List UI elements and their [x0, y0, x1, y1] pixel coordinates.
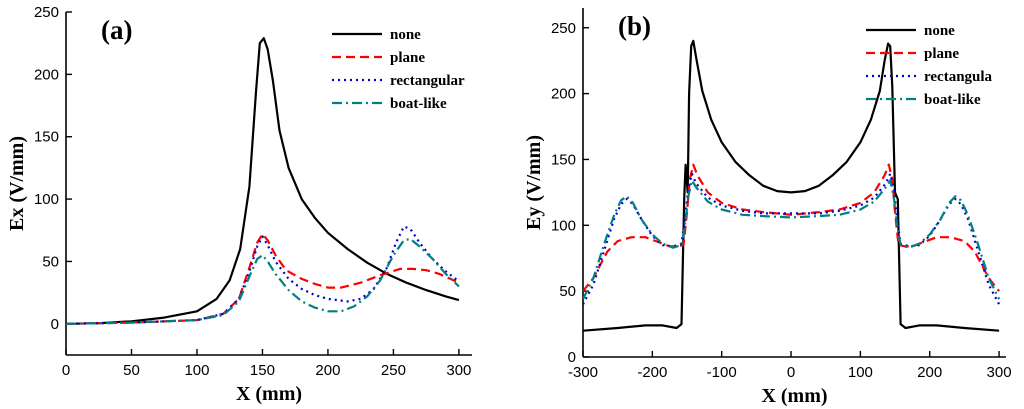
x-axis-title: X (mm) [236, 383, 302, 405]
x-tick-label: 50 [123, 362, 140, 379]
legend-label: none [390, 27, 421, 43]
series-line-boat-like [583, 179, 1001, 300]
y-tick-label: 200 [34, 66, 59, 83]
series-line-none [583, 39, 1000, 332]
y-tick-label: 200 [551, 86, 576, 103]
legend-label: plane [924, 46, 959, 62]
panel-label: (b) [618, 11, 651, 41]
y-tick-label: 0 [51, 316, 59, 333]
x-tick-label: 200 [315, 362, 340, 379]
chart-panel-0: 0 50 100 150 200 250 300 0 50 100 150 200 250 X (mm) E… [6, 4, 472, 405]
series-line-plane [583, 163, 1000, 292]
y-tick-label: 100 [34, 191, 59, 208]
y-axis-title: Ex (V/mm) [6, 136, 28, 231]
y-tick-label: 0 [568, 349, 576, 366]
x-tick-label: 150 [250, 362, 275, 379]
x-tick-label: -100 [707, 364, 737, 381]
legend-label: rectangula [924, 69, 993, 85]
legend-label: boat-like [390, 96, 447, 112]
series-line-rectangular [583, 172, 1001, 305]
series-line-none [66, 37, 460, 325]
x-tick-label: 300 [446, 362, 471, 379]
x-tick-label: -200 [637, 364, 667, 381]
y-tick-label: 100 [551, 217, 576, 234]
y-axis-title: Ey (V/mm) [523, 135, 545, 230]
x-tick-label: 100 [848, 364, 873, 381]
panel-label: (a) [101, 15, 132, 45]
x-tick-label: 0 [787, 364, 795, 381]
x-tick-label: -300 [568, 364, 598, 381]
legend-label: plane [390, 50, 425, 66]
x-tick-label: 200 [917, 364, 942, 381]
y-tick-label: 150 [551, 151, 576, 168]
legend-label: rectangular [390, 73, 465, 89]
legend-label: boat-like [924, 92, 981, 108]
x-axis-title: X (mm) [761, 385, 827, 407]
chart-panel-1: -300 -200 -100 0 100 200 300 0 50 100 150 200 250 X (… [523, 8, 1012, 407]
x-tick-label: 250 [381, 362, 406, 379]
x-tick-label: 100 [184, 362, 209, 379]
y-tick-label: 50 [42, 253, 59, 270]
series-line-boat-like [66, 237, 460, 325]
y-tick-label: 250 [34, 4, 59, 21]
y-tick-label: 150 [34, 129, 59, 146]
y-tick-label: 50 [559, 283, 576, 300]
x-tick-label: 0 [62, 362, 70, 379]
legend-label: none [924, 23, 955, 39]
y-tick-label: 250 [551, 20, 576, 37]
series-line-rectangular [66, 225, 460, 325]
x-tick-label: 300 [987, 364, 1012, 381]
